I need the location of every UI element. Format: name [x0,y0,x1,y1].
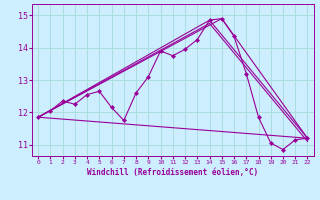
X-axis label: Windchill (Refroidissement éolien,°C): Windchill (Refroidissement éolien,°C) [87,168,258,177]
